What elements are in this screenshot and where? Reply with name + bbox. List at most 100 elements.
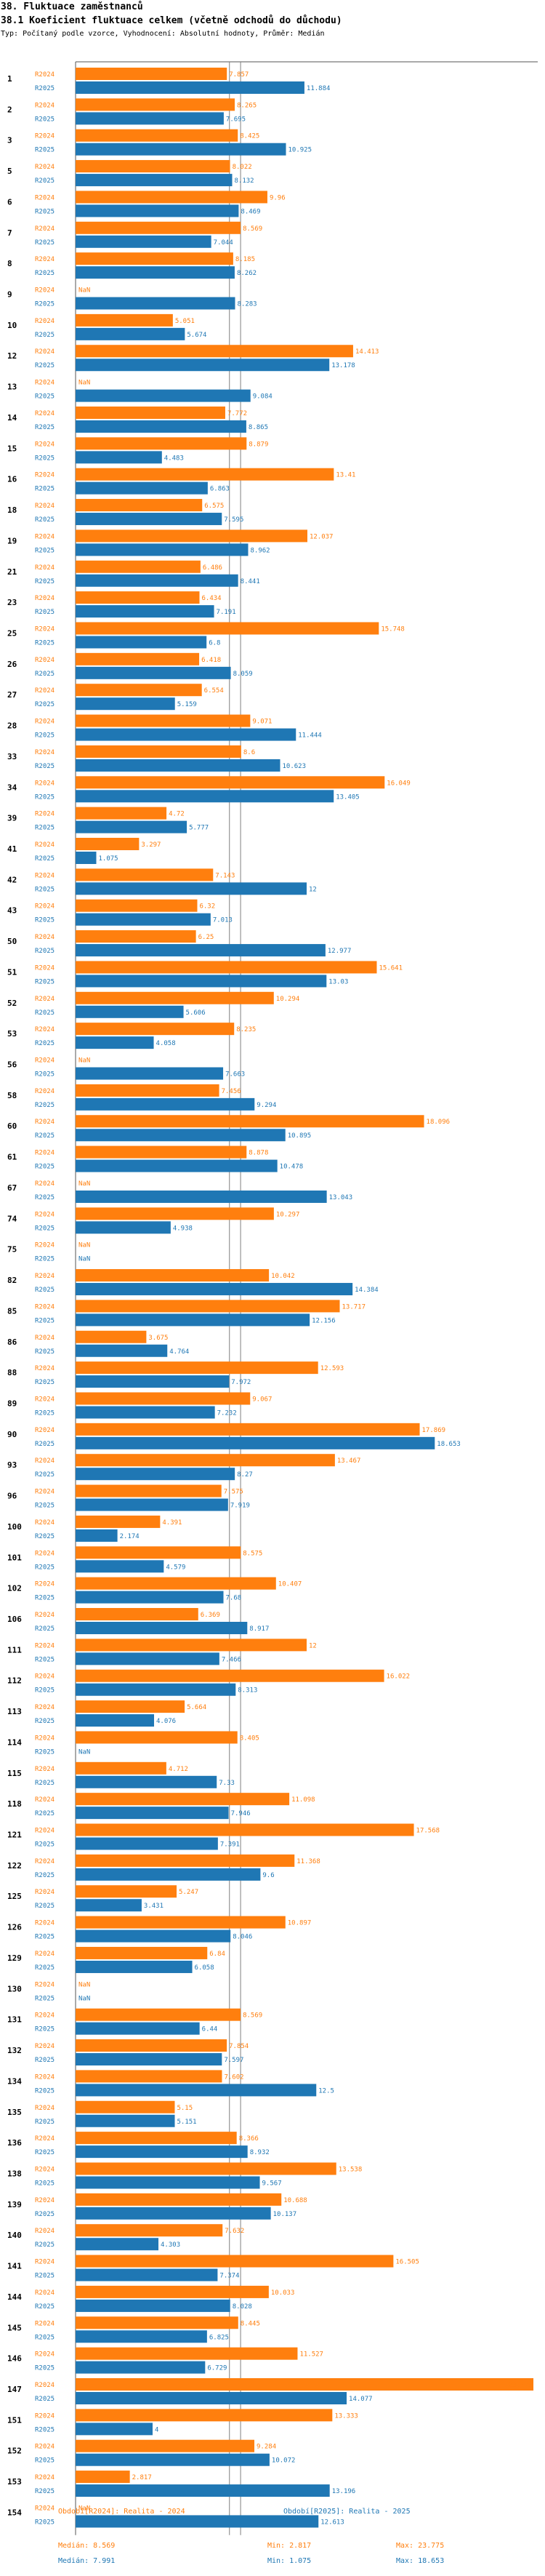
series-label-r2024: R2024	[35, 533, 54, 540]
bar-r2025	[76, 2330, 207, 2343]
bar-r2025	[76, 2392, 347, 2404]
data-label-r2025: 9.294	[257, 1102, 276, 1109]
data-label-r2025: 10.623	[283, 763, 307, 770]
series-label-r2024: R2024	[35, 2382, 54, 2389]
bar-r2024	[76, 1392, 251, 1405]
bar-r2024	[76, 1330, 147, 1343]
series-label-r2024: R2024	[35, 2474, 54, 2481]
data-label-r2024: 4.712	[169, 1766, 188, 1773]
data-label-r2025: 12.977	[328, 948, 352, 955]
bar-r2025	[76, 697, 175, 711]
category-label: 19	[7, 536, 17, 545]
bar-r2025	[76, 451, 162, 464]
bar-r2025	[76, 481, 208, 495]
series-label-r2025: R2025	[35, 2334, 54, 2341]
category-label: 5	[7, 167, 12, 176]
category-label: 53	[7, 1029, 17, 1039]
series-label-r2024: R2024	[35, 1766, 54, 1773]
series-label-r2024: R2024	[35, 780, 54, 787]
series-label-r2025: R2025	[35, 978, 54, 985]
bar-r2025	[76, 1375, 230, 1388]
data-label-r2024: 8.425	[240, 133, 259, 140]
series-label-r2025: R2025	[35, 486, 54, 493]
category-label: 60	[7, 1121, 17, 1131]
series-label-r2025: R2025	[35, 208, 54, 215]
data-label-r2025: 10.895	[288, 1132, 312, 1140]
series-label-r2024: R2024	[35, 964, 54, 972]
series-label-r2025: R2025	[35, 2180, 54, 2187]
bar-r2025	[76, 1067, 224, 1080]
category-label: 50	[7, 937, 17, 946]
data-label-r2025: 7.466	[222, 1656, 241, 1663]
category-label: 114	[7, 1737, 22, 1747]
category-label: 82	[7, 1276, 17, 1285]
data-label-r2024: 3.297	[141, 841, 161, 849]
data-label-r2025: 8.132	[234, 177, 254, 185]
series-label-r2024: R2024	[35, 2166, 54, 2173]
data-label-r2025: 8.932	[250, 2149, 270, 2156]
data-label-r2025: 7.374	[219, 2273, 239, 2280]
legend-r2024: Období[R2024]: Realita - 2024	[58, 2508, 185, 2516]
data-label-r2025: 11.884	[307, 85, 331, 92]
data-label-r2025: 5.159	[177, 701, 197, 708]
data-label-r2025: 2.174	[120, 1533, 140, 1540]
category-label: 146	[7, 2354, 22, 2364]
data-label-r2024: 10.688	[283, 2197, 307, 2204]
bar-r2025	[76, 2114, 175, 2127]
data-label-r2024: 6.369	[201, 1612, 220, 1619]
bar-r2024	[76, 160, 230, 173]
series-label-r2024: R2024	[35, 1735, 54, 1742]
series-label-r2025: R2025	[35, 1995, 54, 2002]
data-label-r2024: 8.878	[249, 1150, 268, 1157]
data-label-r2025: 9.567	[262, 2180, 282, 2187]
data-label-r2025: 6.058	[195, 1964, 214, 1972]
series-label-r2025: R2025	[35, 1348, 54, 1356]
data-label-r2025: 6.863	[210, 486, 230, 493]
series-label-r2025: R2025	[35, 1071, 54, 1079]
series-label-r2025: R2025	[35, 1810, 54, 1817]
series-label-r2024: R2024	[35, 996, 54, 1003]
data-label-r2025: 8.313	[238, 1687, 257, 1695]
data-label-r2025: 12.613	[320, 2519, 344, 2526]
data-label-r2025: 8.441	[241, 578, 260, 585]
category-label: 42	[7, 875, 17, 884]
data-label-r2024: 8.405	[240, 1735, 259, 1742]
bar-r2024	[76, 2070, 222, 2083]
series-label-r2025: R2025	[35, 1718, 54, 1725]
data-label-r2024: 10.297	[276, 1211, 300, 1218]
data-label-r2025: 13.03	[328, 978, 348, 985]
series-label-r2025: R2025	[35, 2426, 54, 2433]
series-label-r2024: R2024	[35, 1365, 54, 1372]
bar-r2024	[76, 1761, 166, 1775]
series-label-r2025: R2025	[35, 1964, 54, 1972]
category-label: 121	[7, 1831, 22, 1840]
category-label: 56	[7, 1060, 17, 1070]
series-label-r2025: R2025	[35, 2396, 54, 2403]
na-label-r2024: NaN	[78, 1057, 90, 1065]
series-label-r2025: R2025	[35, 1225, 54, 1232]
series-label-r2024: R2024	[35, 1150, 54, 1157]
series-label-r2025: R2025	[35, 1194, 54, 1201]
data-label-r2025: 12.156	[312, 1317, 336, 1324]
bar-r2025	[76, 2484, 330, 2497]
series-label-r2024: R2024	[35, 164, 54, 171]
bar-r2025	[76, 1436, 435, 1449]
category-label: 113	[7, 1707, 22, 1716]
bar-r2024	[76, 1700, 185, 1713]
data-label-r2025: 4.303	[161, 2241, 180, 2249]
data-label-r2024: 7.857	[229, 71, 249, 79]
series-label-r2024: R2024	[35, 841, 54, 849]
data-label-r2024: 10.897	[288, 1920, 312, 1927]
bar-r2025	[76, 2268, 218, 2281]
bar-r2025	[76, 1807, 229, 1820]
series-label-r2025: R2025	[35, 855, 54, 863]
series-label-r2024: R2024	[35, 410, 54, 417]
bar-r2025	[76, 1498, 228, 1511]
data-label-r2024: 8.445	[241, 2320, 260, 2327]
data-label-r2024: 10.042	[271, 1273, 295, 1280]
bar-r2025	[76, 975, 327, 988]
bar-r2024	[76, 1084, 219, 1097]
series-label-r2024: R2024	[35, 1889, 54, 1896]
series-label-r2024: R2024	[35, 194, 54, 201]
category-label: 111	[7, 1645, 22, 1655]
